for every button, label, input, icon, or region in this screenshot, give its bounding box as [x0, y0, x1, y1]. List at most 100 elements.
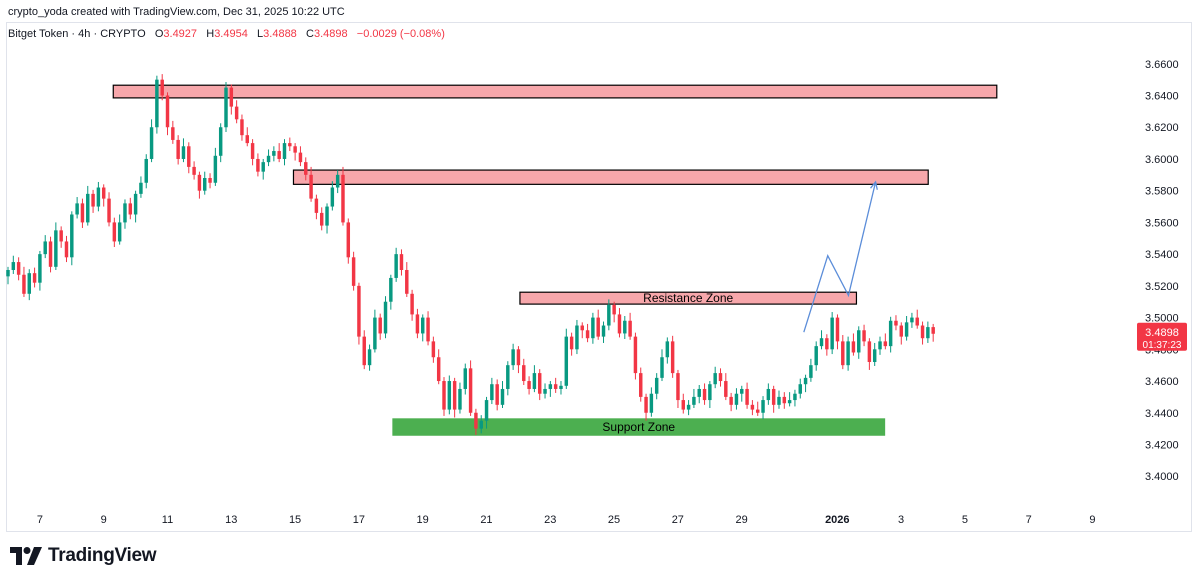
x-tick-label: 9 [101, 514, 107, 526]
candle-body [724, 381, 728, 397]
candle-body [43, 241, 47, 255]
candle-body [213, 155, 218, 183]
candle-body [511, 349, 515, 366]
candle-body [878, 341, 882, 350]
candle-body [192, 166, 196, 175]
x-tick-label: 7 [37, 514, 43, 526]
candle-body [612, 304, 616, 315]
candle-body [101, 187, 106, 199]
candle-body [548, 384, 553, 389]
candle-body [415, 314, 420, 334]
candle-body [654, 377, 659, 394]
candle-body [506, 365, 510, 389]
support-zone-box[interactable] [392, 418, 886, 436]
candle-body [288, 143, 292, 147]
candle-body [585, 330, 590, 339]
x-tick-label: 23 [544, 514, 556, 526]
candle-body [883, 341, 888, 347]
candle-body [75, 203, 79, 215]
candle-body [708, 384, 712, 401]
author-name: crypto_yoda [8, 6, 68, 18]
x-tick-label: 5 [962, 514, 968, 526]
symbol-name[interactable]: Bitget Token [8, 28, 69, 40]
candle-body [256, 158, 260, 172]
tradingview-brand-text: TradingView [48, 545, 157, 566]
candle-body [766, 388, 771, 401]
candle-body [139, 182, 143, 194]
candle-body [479, 420, 483, 429]
candle-body [96, 187, 101, 207]
y-tick-label: 3.5600 [1145, 217, 1179, 229]
candle-body [580, 325, 584, 331]
candle-body [165, 95, 170, 128]
y-tick-label: 3.6200 [1145, 122, 1179, 134]
candle-body [819, 338, 824, 347]
y-tick-label: 3.5000 [1145, 313, 1179, 325]
price-tag [1137, 322, 1187, 351]
projection-arrowhead [870, 180, 878, 190]
x-tick-label: 29 [735, 514, 747, 526]
candle-body [38, 254, 42, 283]
candle-body [628, 320, 632, 337]
candle-body [149, 127, 154, 159]
y-tick-label: 3.6400 [1145, 91, 1179, 103]
candle-body [399, 254, 404, 270]
candle-body [277, 151, 281, 159]
x-tick-label: 27 [672, 514, 684, 526]
candle-body [181, 146, 186, 159]
projection-path[interactable] [803, 181, 877, 333]
candle-body [362, 336, 366, 366]
candle-body [782, 396, 787, 404]
candle-body [899, 325, 904, 337]
candle-body [22, 274, 26, 294]
candle-body [564, 336, 569, 386]
tradingview-logo[interactable]: TradingView [10, 545, 157, 567]
high-value: 3.4954 [214, 28, 248, 40]
y-tick-label: 3.5400 [1145, 249, 1179, 261]
resistance-level-box[interactable] [112, 84, 998, 99]
candle-body [261, 162, 265, 172]
x-tick-label: 13 [225, 514, 237, 526]
candle-body [926, 327, 930, 339]
candle-body [803, 377, 808, 385]
candle-body [527, 381, 531, 389]
resistance-level-box[interactable] [292, 169, 929, 185]
candle-body [543, 388, 547, 394]
candle-body [857, 330, 861, 353]
candle-body [224, 87, 228, 128]
candle-body [405, 270, 409, 294]
candle-body [601, 325, 606, 337]
candle-body [639, 373, 643, 397]
candle-body [240, 119, 244, 136]
candle-body [931, 327, 935, 334]
candle-body [910, 317, 914, 323]
candle-body [702, 388, 707, 401]
candle-body [681, 400, 686, 410]
chart-attribution: crypto_yoda created with TradingView.com… [8, 6, 345, 18]
candle-body [755, 409, 760, 413]
x-tick-label: 3 [898, 514, 904, 526]
x-tick-label: 7 [1026, 514, 1032, 526]
candle-body [91, 193, 95, 207]
candle-body [537, 373, 542, 394]
y-tick-label: 3.6600 [1145, 59, 1179, 71]
candle-body [447, 381, 452, 410]
high-label: H [206, 28, 215, 40]
candle-body [367, 349, 372, 366]
candle-body [314, 198, 319, 213]
candle-body [851, 341, 856, 353]
candle-body [373, 317, 377, 350]
candle-body [389, 277, 393, 302]
y-tick-label: 3.4400 [1145, 408, 1179, 420]
candle-body [798, 384, 802, 394]
candle-body [80, 203, 85, 223]
resistance-zone-box[interactable] [519, 291, 858, 305]
candle-body [176, 139, 180, 159]
candle-body [665, 341, 670, 358]
candle-body [644, 396, 648, 413]
tradingview-logo-icon [10, 547, 42, 565]
candle-body [187, 146, 191, 167]
candle-body [660, 357, 664, 378]
candle-body [171, 127, 175, 140]
